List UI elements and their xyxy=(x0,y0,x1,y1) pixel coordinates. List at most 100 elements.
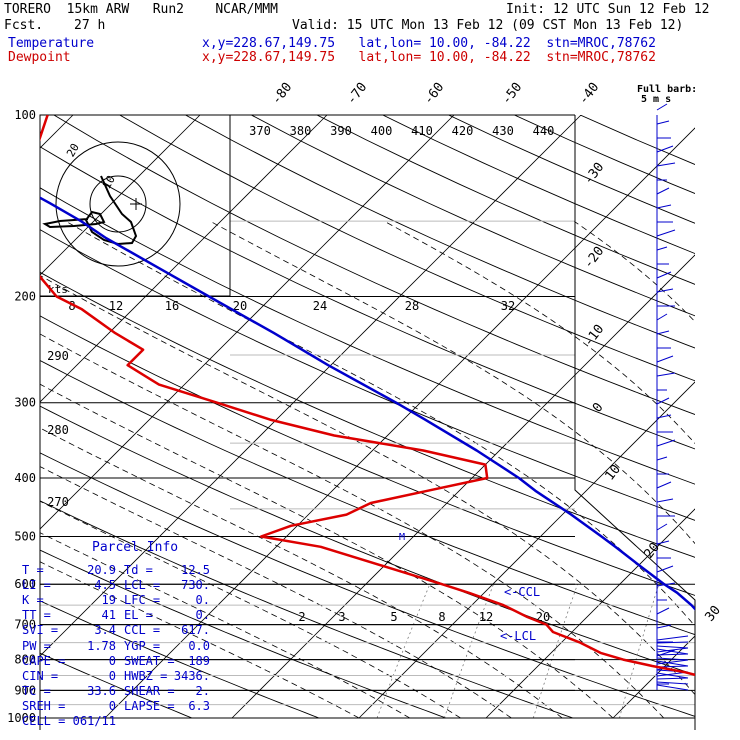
mixing-ratio-low-label-2: 2 xyxy=(298,610,305,624)
parcel-value: 061/11 xyxy=(72,714,116,728)
mixing-ratio-label-32: 32 xyxy=(501,299,515,313)
wind-barb-low xyxy=(656,684,689,691)
ccl-marker: <-CCL xyxy=(504,585,540,599)
isotherm-label--50: -50 xyxy=(499,80,525,108)
wind-barb xyxy=(656,439,676,447)
wind-barb-flag xyxy=(656,523,668,531)
parcel-value-2: 617. xyxy=(181,623,210,638)
parcel-label-2: HWBZ = xyxy=(124,668,168,683)
wind-barb xyxy=(656,498,674,503)
dewpoint-location: x,y=228.67,149.75 lat,lon= 10.00, -84.22… xyxy=(202,50,656,65)
wind-barb-flag xyxy=(656,481,672,489)
wind-barb-low xyxy=(656,672,689,679)
forecast-hours: 27 h xyxy=(74,18,106,33)
parcel-label-2: LAPSE = xyxy=(124,698,175,713)
wind-barb-flag xyxy=(656,145,674,153)
wind-barb-flag xyxy=(656,162,676,167)
m-marker: M xyxy=(399,532,405,543)
parcel-label-2: SHEAR = xyxy=(124,683,175,698)
wind-barb xyxy=(656,456,668,461)
temperature-location: x,y=228.67,149.75 lat,lon= 10.00, -84.22… xyxy=(202,36,656,51)
dry-adiabat-420 xyxy=(382,115,695,255)
parcel-value-2: 3436. xyxy=(173,668,210,683)
parcel-row: CIN = 0 HWBZ = 3436. xyxy=(22,668,210,683)
wind-barb-low xyxy=(656,648,689,655)
wind-barb xyxy=(656,120,670,125)
isotherm-label-10: 10 xyxy=(603,462,624,484)
parcel-value-2: 0. xyxy=(195,608,210,623)
parcel-label-2: YGP = xyxy=(124,638,161,653)
dry-adiabat-330 xyxy=(40,271,695,558)
theta-label-440: 440 xyxy=(533,124,555,138)
wind-barb xyxy=(656,397,670,405)
parcel-info-title: Parcel Info xyxy=(92,540,179,555)
wind-barb-flag xyxy=(656,313,668,321)
wind-barb xyxy=(656,204,672,209)
parcel-label: LI = xyxy=(22,578,51,593)
parcel-value: 20.9 xyxy=(87,563,116,577)
wind-barb xyxy=(656,288,674,293)
wind-barb-low xyxy=(656,681,689,685)
wind-barb-low xyxy=(656,635,689,641)
mixing-ratio-low-label-8: 8 xyxy=(438,610,445,624)
dry-adiabat-410 xyxy=(316,115,695,285)
wind-barb-low xyxy=(656,659,689,665)
parcel-label-2: LFC = xyxy=(124,593,161,608)
moist-adiabat-30 xyxy=(384,220,695,445)
mixing-ratio-label-28: 28 xyxy=(405,299,419,313)
parcel-value-2: 2. xyxy=(195,683,210,698)
theta-label-410: 410 xyxy=(411,124,433,138)
wind-barb-flag xyxy=(656,355,674,363)
hodograph-ring-label: 20 xyxy=(64,141,82,159)
parcel-value: 0 xyxy=(108,653,116,668)
parcel-value: 33.6 xyxy=(87,683,116,698)
wind-barb-flag xyxy=(656,540,670,545)
wind-barb-flag xyxy=(656,204,672,209)
parcel-row: CELL = 061/11 xyxy=(22,715,116,728)
parcel-label: Tc = xyxy=(22,683,51,698)
parcel-value-2: 730. xyxy=(181,578,210,593)
wind-barb xyxy=(656,565,674,573)
mixing-ratio-low-label-3: 3 xyxy=(338,610,345,624)
pressure-label-900: 900 xyxy=(14,683,36,697)
legend-dewpoint: Dewpoint xyxy=(8,50,71,65)
parcel-value: 0 xyxy=(108,668,116,683)
theta-label-430: 430 xyxy=(492,124,514,138)
parcel-row: K = 19 LFC = 0. xyxy=(22,594,210,607)
dry-adiabat-380 xyxy=(119,115,695,382)
parcel-value-2: 12.5 xyxy=(181,563,210,577)
parcel-row: PW = 1.78 YGP = 0.0 xyxy=(22,638,210,653)
wind-barb-flag xyxy=(656,607,670,615)
isotherm--70 xyxy=(40,115,201,276)
parcel-row: Tc = 33.6 SHEAR = 2. xyxy=(22,683,210,698)
parcel-label-2: Td = xyxy=(124,563,153,577)
mixing-ratio-3 xyxy=(443,584,494,719)
hodograph-inner-label: 10 xyxy=(100,173,118,191)
wind-barb-low xyxy=(656,653,689,656)
wind-barb-flag xyxy=(656,372,676,377)
dry-adiabat-300 xyxy=(40,405,695,676)
isotherm-label--40: -40 xyxy=(576,80,602,108)
isotherm--10 xyxy=(358,381,695,719)
wind-barb-flag xyxy=(656,187,670,195)
wind-barb-low xyxy=(656,660,689,667)
wind-barb xyxy=(656,187,670,195)
parcel-value: 3.4 xyxy=(94,623,116,638)
parcel-label: K = xyxy=(22,593,44,608)
pressure-label-300: 300 xyxy=(14,396,36,410)
barb-key-title: Full barb: xyxy=(637,84,698,95)
wind-barb xyxy=(656,355,674,363)
isotherm-label--30: -30 xyxy=(581,160,607,188)
moist-adiabat-14 xyxy=(40,333,665,719)
mixing-ratio-low-label-5: 5 xyxy=(390,610,397,624)
wind-barb xyxy=(656,372,676,377)
parcel-label: CIN = xyxy=(22,668,59,683)
wind-barb xyxy=(656,481,672,489)
mixing-ratio-label-24: 24 xyxy=(313,299,327,313)
dewpoint-profile xyxy=(40,115,695,677)
wind-barb-flag xyxy=(656,456,668,461)
theta-label-420: 420 xyxy=(452,124,474,138)
parcel-value: 0 xyxy=(108,698,116,713)
dry-adiabat-310 xyxy=(40,359,695,636)
